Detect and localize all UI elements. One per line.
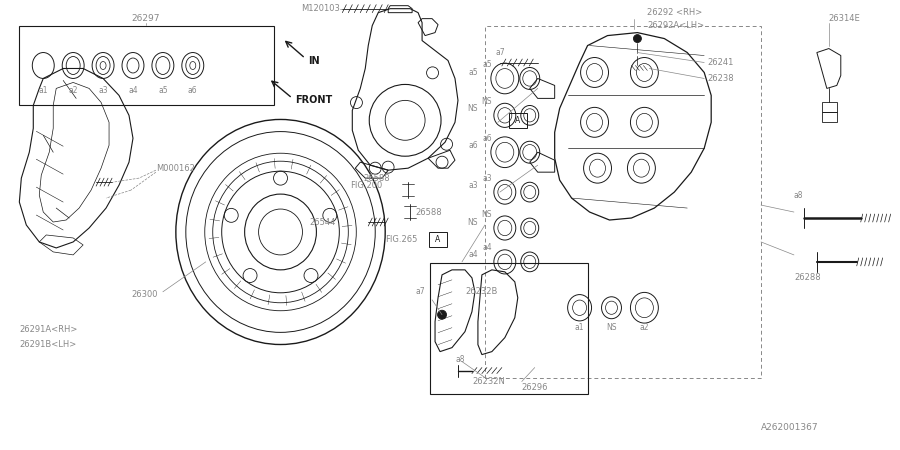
- Text: a2: a2: [640, 323, 649, 332]
- Text: a1: a1: [39, 86, 48, 95]
- Text: 26296: 26296: [522, 383, 548, 392]
- Text: a8: a8: [794, 191, 804, 200]
- Text: NS: NS: [607, 323, 616, 332]
- Text: a1: a1: [575, 323, 584, 332]
- Text: a7: a7: [415, 287, 425, 296]
- Text: a5: a5: [468, 68, 478, 77]
- Text: 26291B<LH>: 26291B<LH>: [19, 340, 76, 349]
- Text: NS: NS: [482, 97, 492, 106]
- Text: FRONT: FRONT: [295, 95, 333, 105]
- Text: IN: IN: [309, 55, 320, 66]
- Text: a4: a4: [128, 86, 138, 95]
- Text: a3: a3: [482, 174, 491, 183]
- Text: a8: a8: [455, 355, 464, 364]
- Text: 26314E: 26314E: [829, 14, 860, 23]
- Text: NS: NS: [482, 210, 492, 219]
- Text: a4: a4: [468, 250, 478, 259]
- Circle shape: [437, 310, 446, 319]
- Text: M120103: M120103: [302, 4, 340, 13]
- Text: 26588: 26588: [415, 207, 442, 216]
- Text: 26288: 26288: [794, 273, 821, 282]
- Text: a3: a3: [98, 86, 108, 95]
- Text: A: A: [515, 116, 520, 125]
- Bar: [430, 263, 588, 395]
- Text: 26241: 26241: [707, 58, 733, 67]
- Text: A: A: [436, 235, 441, 244]
- Text: a4: a4: [482, 243, 491, 252]
- Text: 26232B: 26232B: [465, 287, 498, 296]
- Text: FIG.265: FIG.265: [385, 235, 418, 244]
- Text: a5: a5: [482, 60, 491, 69]
- Text: a2: a2: [68, 86, 78, 95]
- Text: NS: NS: [467, 217, 478, 226]
- Text: a3: a3: [468, 180, 478, 189]
- Text: a6: a6: [468, 141, 478, 150]
- Text: M000162: M000162: [156, 164, 194, 173]
- Text: A262001367: A262001367: [761, 423, 819, 432]
- Text: 26238: 26238: [707, 74, 733, 83]
- Bar: [485, 26, 761, 378]
- Bar: [429, 233, 447, 248]
- Text: a6: a6: [482, 134, 491, 143]
- Text: 26297: 26297: [131, 14, 160, 23]
- Text: 26300: 26300: [131, 290, 158, 299]
- Bar: [822, 103, 837, 112]
- Text: 26544: 26544: [309, 217, 336, 226]
- Text: a6: a6: [188, 86, 198, 95]
- Text: 26291A<RH>: 26291A<RH>: [19, 325, 77, 334]
- Text: 26588: 26588: [364, 174, 391, 183]
- Text: 26232N: 26232N: [472, 377, 505, 386]
- Bar: [508, 113, 526, 128]
- Text: a7: a7: [495, 48, 505, 57]
- Text: FIG.200: FIG.200: [350, 180, 382, 189]
- Bar: [19, 26, 274, 105]
- Text: 26292 <RH>: 26292 <RH>: [647, 8, 703, 17]
- Text: 26292A<LH>: 26292A<LH>: [647, 21, 705, 30]
- Text: NS: NS: [467, 104, 478, 113]
- Text: a5: a5: [158, 86, 167, 95]
- Circle shape: [634, 35, 642, 43]
